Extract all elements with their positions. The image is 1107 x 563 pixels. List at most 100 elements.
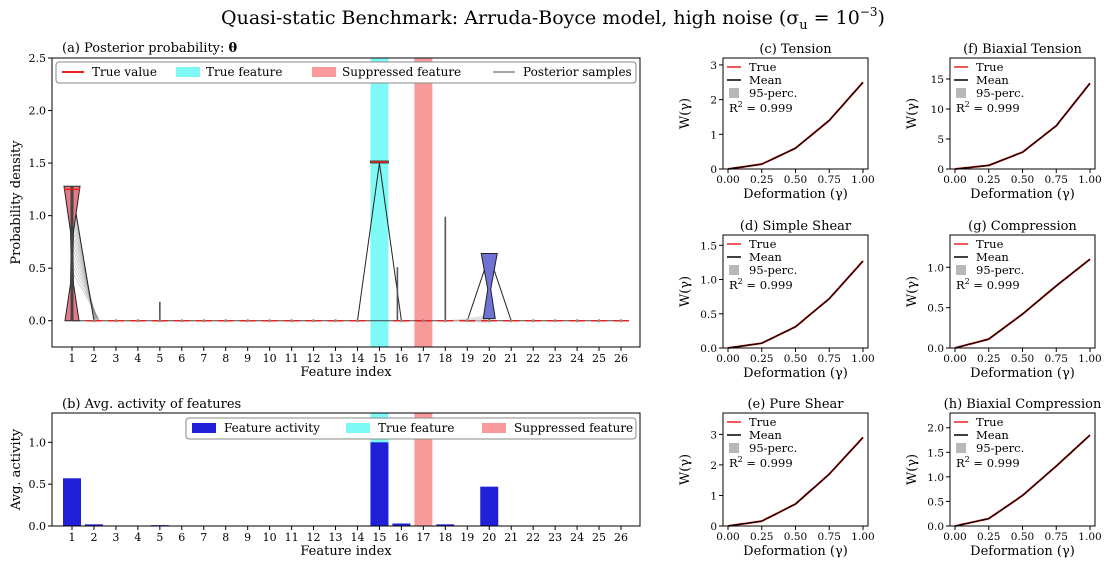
panel-e: (e) Pure Shear 0 1 2 3 0.00 0.25 0.50 0.75 1.00De… (678, 397, 875, 559)
legend-label: Mean (976, 250, 1009, 264)
y-tick-label: 10 (931, 104, 944, 116)
legend-swatch-perc (729, 265, 739, 275)
y-tick-label: 0 (710, 164, 717, 176)
legend-swatch-perc (729, 443, 739, 453)
legend-label: Suppressed feature (514, 421, 633, 435)
legend-label: Mean (976, 428, 1009, 442)
y-tick-label: 2.0 (29, 105, 47, 118)
x-tick-label: 3 (112, 531, 119, 544)
x-tick-label: 5 (156, 531, 163, 544)
x-tick-label: 0.75 (1045, 353, 1068, 365)
x-tick-label: 0.75 (818, 174, 841, 186)
x-tick-label: 23 (548, 531, 562, 544)
legend-label: 95-perc. (976, 86, 1024, 100)
legend-label: True (749, 237, 777, 251)
x-tick-label: 19 (460, 352, 474, 365)
y-tick-label: 1.5 (29, 157, 47, 170)
y-axis-label: W(γ) (678, 276, 693, 307)
posterior-zero-marker (443, 319, 447, 323)
y-axis-label: W(γ) (905, 98, 920, 129)
legend-label: 95-perc. (976, 441, 1024, 455)
legend-label: 95-perc. (749, 441, 797, 455)
legend-label: 95-perc. (749, 263, 797, 277)
x-tick-label: 1.00 (1078, 174, 1101, 186)
panel-a-title-text: (a) Posterior probability: (62, 41, 229, 56)
x-tick-label: 20 (482, 352, 496, 365)
r2-value: = 0.999 (970, 278, 1020, 292)
x-tick-label: 0.00 (943, 531, 966, 543)
y-tick-label: 0.0 (927, 521, 944, 533)
x-tick-label: 11 (285, 531, 299, 544)
posterior-zero-marker (597, 319, 601, 323)
y-tick-label: 1.0 (29, 436, 47, 449)
legend-label: Mean (749, 250, 782, 264)
r2-letter: R (729, 278, 738, 292)
true-feature-band (370, 58, 389, 347)
r2-value: = 0.999 (970, 101, 1020, 115)
posterior-zero-marker (268, 319, 272, 323)
x-tick-label: 24 (570, 531, 584, 544)
x-tick-label: 1.00 (1078, 353, 1101, 365)
legend-swatch-perc (956, 443, 966, 453)
x-tick-label: 1 (69, 531, 76, 544)
x-tick-label: 22 (526, 531, 540, 544)
posterior-zero-marker (487, 319, 491, 323)
legend-label: 95-perc. (749, 86, 797, 100)
x-axis-label: Deformation (γ) (743, 366, 848, 381)
x-axis-label: Feature index (300, 365, 392, 380)
suppressed-feature-band (414, 413, 433, 526)
legend-swatch-perc (729, 88, 739, 98)
x-tick-label: 0.75 (1045, 174, 1068, 186)
x-tick-label: 7 (200, 352, 207, 365)
y-tick-label: 0.0 (29, 520, 47, 533)
posterior-zero-marker (399, 319, 403, 323)
x-tick-label: 0.25 (750, 353, 773, 365)
activity-bar-15 (370, 442, 389, 526)
y-axis-label: W(γ) (678, 98, 693, 129)
x-tick-label: 12 (307, 352, 321, 365)
legend-box (55, 61, 637, 84)
panel-c: (c) Tension 0 1 2 3 0.00 0.25 0.50 0.75 1.00Defor… (678, 42, 875, 202)
x-axis-label: Deformation (γ) (970, 544, 1075, 559)
y-tick-label: 0.0 (700, 343, 717, 355)
mean-curve (954, 258, 1091, 349)
legend-label: Posterior samples (523, 65, 632, 79)
x-tick-label: 0.50 (1011, 174, 1034, 186)
activity-bar-1 (63, 478, 81, 526)
posterior-zero-marker (158, 319, 162, 323)
legend-label: Suppressed feature (342, 65, 461, 79)
panel-title: (d) Simple Shear (740, 219, 852, 234)
y-axis-label: W(γ) (905, 454, 920, 485)
x-tick-label: 0.00 (716, 353, 739, 365)
activity-bar-18 (436, 524, 455, 526)
r2-sup: 2 (965, 100, 970, 109)
posterior-zero-marker (575, 319, 579, 323)
x-tick-label: 26 (614, 531, 628, 544)
posterior-zero-marker (246, 319, 250, 323)
legend-label: Mean (749, 73, 782, 87)
x-tick-label: 25 (592, 531, 606, 544)
posterior-zero-marker (180, 319, 184, 323)
y-tick-label: 3 (710, 429, 717, 441)
panel-title: (e) Pure Shear (747, 397, 844, 412)
y-tick-label: 5 (937, 134, 944, 146)
panel-h: (h) Biaxial Compression 0.0 0.5 1.0 1.5 2.0 0.… (905, 397, 1102, 559)
r2-sup: 2 (738, 100, 743, 109)
legend-label: True feature (206, 65, 282, 79)
x-tick-label: 21 (504, 531, 518, 544)
x-tick-label: 2 (90, 352, 97, 365)
x-tick-label: 23 (548, 352, 562, 365)
panel-b-title: (b) Avg. activity of features (62, 397, 241, 412)
legend-swatch (346, 423, 370, 433)
x-tick-label: 18 (438, 531, 452, 544)
y-tick-label: 1.0 (700, 275, 717, 287)
legend-label: True (749, 60, 777, 74)
x-tick-label: 0.25 (750, 531, 773, 543)
x-tick-label: 6 (178, 352, 185, 365)
panel-a-posterior: (a) Posterior probability: θ 0.0 0.5 1.0 1.5… (9, 41, 641, 380)
r2-annotation: R2 = 0.999 (956, 100, 1020, 115)
posterior-zero-marker (334, 319, 338, 323)
posterior-sample-line (356, 163, 380, 321)
posterior-zero-marker (312, 319, 316, 323)
